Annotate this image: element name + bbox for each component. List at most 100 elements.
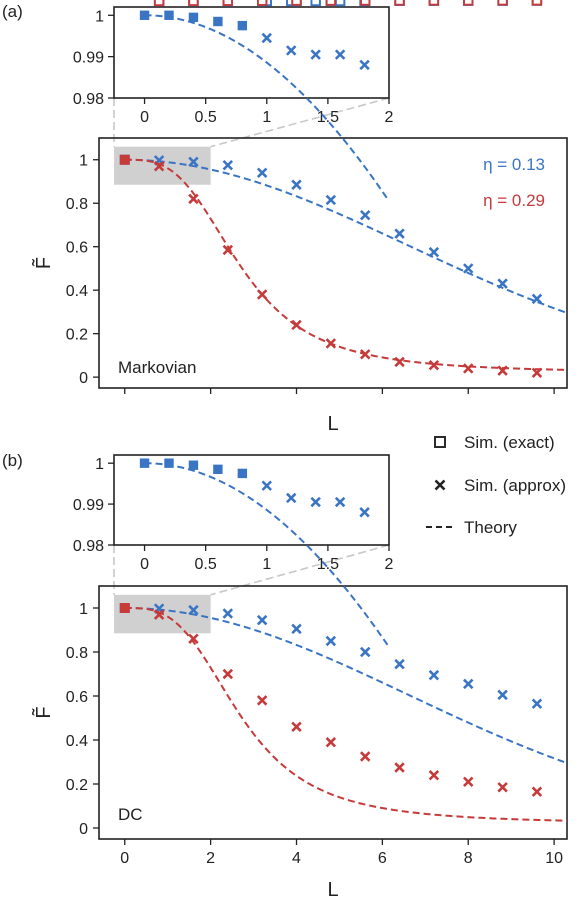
- overlap-marker: [119, 154, 130, 165]
- approx-marker: [531, 786, 543, 797]
- inset-x-tick-label: 0.5: [195, 109, 217, 126]
- inset-x-tick-label: 1.5: [317, 109, 339, 126]
- inset-overlap-marker: [139, 10, 150, 20]
- approx-marker: [359, 646, 371, 658]
- legend-label: Theory: [464, 518, 517, 537]
- zoom-connector-right: [210, 544, 390, 596]
- exact-marker-inset: [334, 0, 346, 7]
- inset-y-tick-label: 1: [95, 8, 104, 25]
- y-tick-label: 0.4: [66, 283, 88, 300]
- exact-marker: [188, 0, 199, 7]
- inset-y-tick-label: 0.98: [73, 538, 104, 555]
- approx-marker: [394, 228, 405, 239]
- inset-x-tick-label: 2: [385, 109, 394, 126]
- approx-marker-inset: [310, 496, 321, 508]
- inset-x-tick-label: 0: [140, 556, 149, 573]
- inset-x-tick-label: 1: [262, 109, 271, 126]
- x-tick-label: 2: [206, 850, 215, 867]
- approx-marker: [325, 338, 337, 349]
- y-tick-label: 1: [79, 601, 88, 618]
- x-axis-label: L: [327, 879, 338, 901]
- approx-marker: [428, 769, 440, 781]
- y-tick-label: 0.2: [66, 327, 88, 344]
- theory-line: [124, 158, 568, 371]
- inset-overlap-marker: [213, 464, 223, 475]
- approx-marker: [463, 776, 474, 788]
- y-tick-label: 0.8: [66, 645, 88, 662]
- approx-marker: [188, 156, 199, 168]
- exact-marker: [497, 0, 508, 6]
- exact-marker: [531, 0, 543, 6]
- approx-marker: [497, 278, 508, 289]
- exact-marker: [325, 0, 337, 6]
- exact-marker: [360, 0, 371, 6]
- inset-overlap-marker: [164, 10, 174, 20]
- approx-marker: [463, 678, 474, 690]
- eta-label: η = 0.29: [483, 191, 545, 210]
- x-axis-label: L: [327, 413, 338, 435]
- approx-marker-inset: [310, 49, 321, 60]
- approx-marker: [256, 695, 268, 706]
- zoom-connector-right: [210, 97, 390, 148]
- exact-marker-inset: [310, 0, 321, 7]
- approx-marker: [291, 623, 302, 635]
- inset-x-tick-label: 0: [140, 109, 149, 126]
- panel-label: (b): [2, 451, 23, 470]
- inset-x-tick-label: 1.5: [317, 556, 339, 573]
- approx-marker: [463, 363, 474, 374]
- approx-marker: [256, 289, 268, 300]
- approx-marker-inset: [286, 45, 297, 56]
- exact-marker: [394, 0, 405, 6]
- legend-label: Sim. (exact): [464, 433, 555, 452]
- inset-overlap-marker: [213, 16, 223, 27]
- inset-x-tick-label: 0.5: [195, 556, 217, 573]
- exact-marker: [153, 0, 165, 7]
- approx-marker: [497, 689, 508, 701]
- inset-x-tick-label: 2: [385, 556, 394, 573]
- approx-marker: [359, 751, 371, 762]
- inset-x-tick-label: 1: [262, 556, 271, 573]
- main-axes-frame: [98, 585, 568, 840]
- inset-overlap-marker: [188, 460, 199, 470]
- legend-square-marker: [434, 436, 446, 448]
- approx-marker: [222, 608, 234, 619]
- approx-marker: [325, 194, 337, 206]
- approx-marker: [291, 319, 302, 331]
- legend-label: Sim. (approx): [464, 476, 566, 495]
- legend: Sim. (exact) Sim. (approx) Theory: [426, 433, 566, 537]
- inset-theory-line: [144, 462, 390, 648]
- approx-marker: [222, 244, 234, 256]
- approx-marker: [394, 356, 405, 368]
- y-tick-label: 1: [79, 153, 88, 170]
- inset-overlap-marker: [188, 12, 199, 23]
- inset-y-tick-label: 0.99: [73, 497, 104, 514]
- y-tick-label: 0.6: [66, 689, 88, 706]
- inset-y-tick-label: 1: [95, 456, 104, 473]
- approx-marker: [188, 604, 199, 616]
- panel-label: (a): [2, 2, 23, 21]
- approx-marker: [153, 609, 165, 620]
- approx-marker: [428, 246, 440, 258]
- approx-marker: [188, 633, 199, 645]
- approx-marker-inset: [359, 507, 370, 518]
- approx-marker-inset: [334, 49, 346, 60]
- inset-theory-line: [144, 14, 390, 202]
- approx-marker-inset: [286, 492, 297, 504]
- approx-marker: [394, 762, 405, 773]
- approx-marker-inset: [334, 496, 346, 508]
- x-tick-label: 6: [378, 850, 387, 867]
- exact-marker: [428, 0, 440, 6]
- approx-marker: [222, 668, 234, 680]
- approx-marker: [291, 179, 302, 190]
- inset-y-tick-label: 0.98: [73, 91, 104, 108]
- exact-marker: [257, 0, 268, 6]
- approx-marker: [359, 349, 371, 360]
- exact-marker: [463, 0, 474, 6]
- approx-marker: [325, 736, 337, 748]
- approx-marker-inset: [261, 480, 272, 491]
- inset-overlap-marker: [237, 20, 248, 31]
- exact-marker: [222, 0, 233, 6]
- overlap-marker: [119, 603, 130, 613]
- main-axes-frame: [98, 137, 568, 389]
